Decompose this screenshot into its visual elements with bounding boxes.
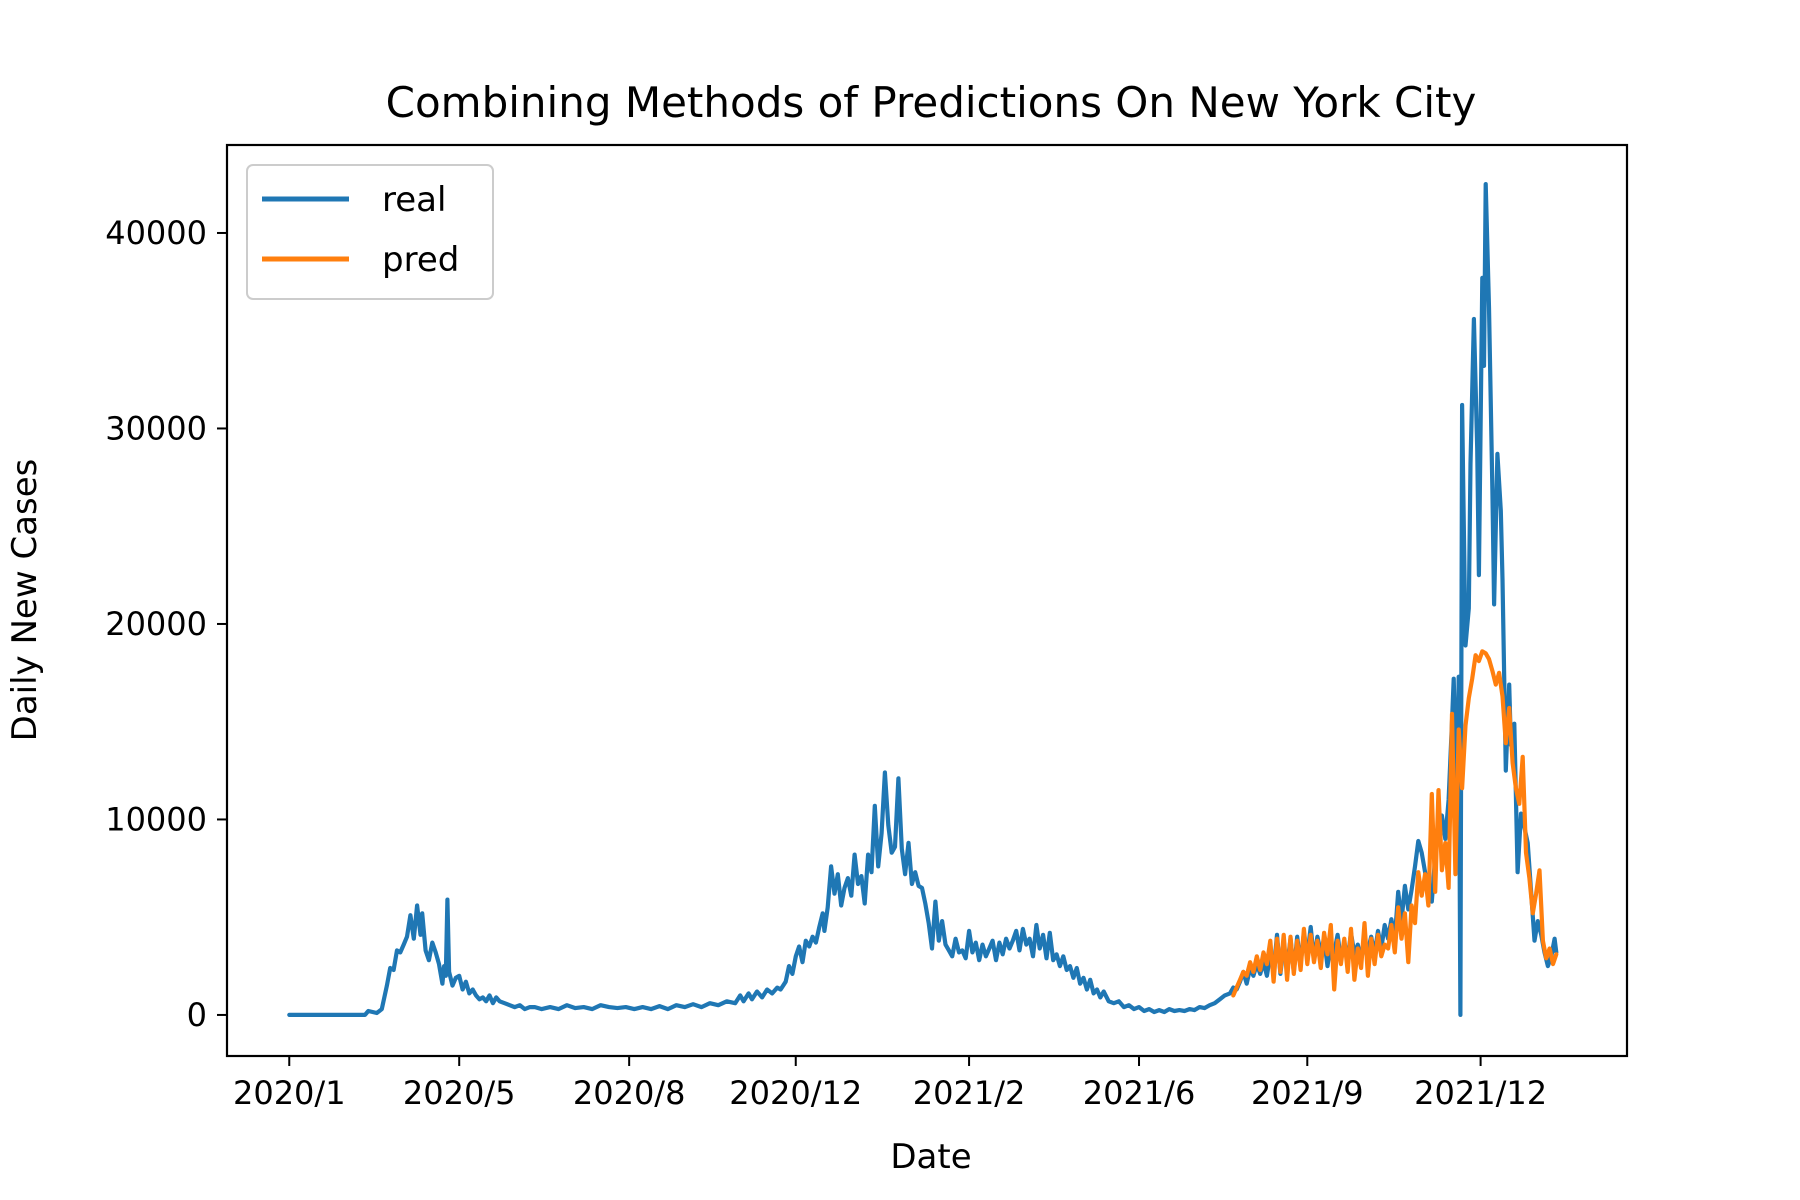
y-axis: 0 10000 20000 30000 40000 [105, 214, 227, 1034]
real-series [287, 182, 1559, 1017]
x-tick-label: 2021/12 [1414, 1074, 1547, 1112]
y-axis-label: Daily New Cases [5, 459, 45, 742]
y-tick-label: 40000 [105, 214, 207, 252]
legend: real pred [246, 164, 494, 300]
x-tick-label: 2020/12 [729, 1074, 862, 1112]
legend-pred-label: pred [382, 240, 459, 280]
x-tick-label: 2020/1 [233, 1074, 346, 1112]
x-tick-label: 2021/2 [913, 1074, 1026, 1112]
x-axis-label: Date [890, 1137, 971, 1177]
plot-frame [225, 143, 1629, 1058]
plot-area [225, 143, 1629, 1058]
x-tick-label: 2020/8 [573, 1074, 686, 1112]
legend-real-label: real [382, 180, 446, 220]
y-tick-label: 0 [187, 996, 207, 1034]
pred-series [1231, 649, 1559, 998]
y-tick-label: 30000 [105, 409, 207, 447]
y-tick-label: 20000 [105, 605, 207, 643]
y-tick-label: 10000 [105, 800, 207, 838]
x-tick-label: 2020/5 [403, 1074, 516, 1112]
x-tick-label: 2021/9 [1251, 1074, 1364, 1112]
x-axis: 2020/1 2020/5 2020/8 2020/12 2021/2 2021/6 202… [233, 1056, 1547, 1112]
chart-title: Combining Methods of Predictions On New … [386, 78, 1477, 127]
x-tick-label: 2021/6 [1083, 1074, 1196, 1112]
pred-series-line [1231, 649, 1559, 998]
real-series-line [287, 182, 1559, 1017]
